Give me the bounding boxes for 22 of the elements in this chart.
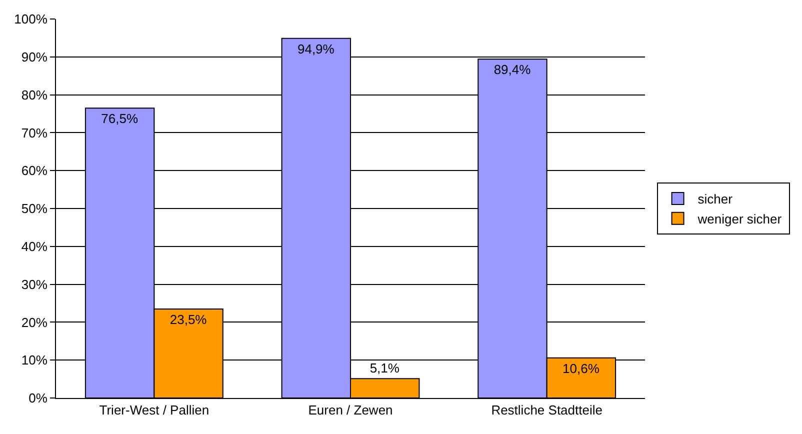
- legend-label: sicher: [698, 192, 734, 207]
- y-tick-label: 60%: [21, 163, 48, 178]
- y-tick-label: 50%: [21, 201, 48, 216]
- y-tick-label: 30%: [21, 276, 48, 292]
- y-tick-label: 70%: [21, 125, 48, 140]
- legend-label: weniger sicher: [696, 211, 782, 226]
- y-tick-label: 10%: [21, 352, 48, 368]
- y-tick-label: 80%: [21, 87, 48, 102]
- x-tick-label: Trier-West / Pallien: [99, 402, 210, 418]
- y-tick-label: 90%: [21, 49, 48, 64]
- x-tick-label: Restliche Stadtteile: [491, 402, 602, 418]
- data-label: 94,9%: [297, 41, 335, 56]
- data-label: 23,5%: [170, 312, 208, 327]
- y-tick-label: 0%: [28, 390, 48, 406]
- y-tick-label: 20%: [21, 314, 48, 330]
- data-label: 10,6%: [562, 360, 600, 376]
- data-label: 5,1%: [370, 360, 400, 376]
- y-tick-label: 100%: [14, 12, 48, 27]
- y-tick-label: 40%: [21, 238, 48, 254]
- data-label: 76,5%: [101, 111, 138, 126]
- data-label: 89,4%: [494, 62, 532, 78]
- x-tick-label: Euren / Zewen: [308, 402, 393, 418]
